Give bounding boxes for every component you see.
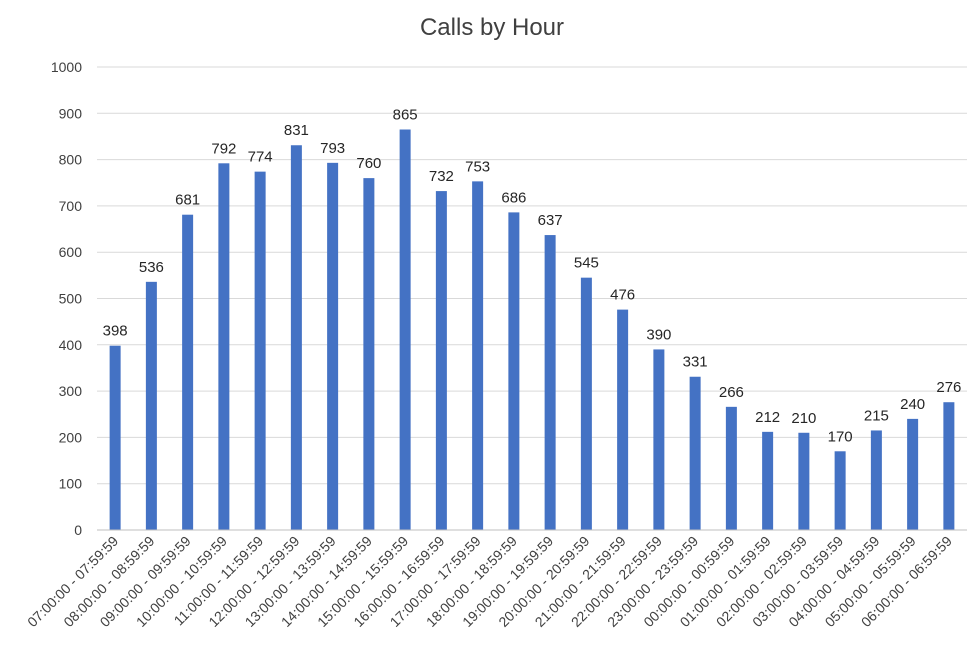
bar [544,235,556,530]
bars [109,129,955,531]
data-label: 545 [574,255,599,272]
data-label: 637 [538,212,563,229]
data-label: 760 [356,155,381,172]
data-label: 170 [828,428,853,445]
y-tick-label: 900 [59,105,83,121]
y-tick-label: 500 [59,291,83,307]
bar [435,191,447,531]
bar [762,431,774,530]
gridlines [97,66,967,485]
y-tick-label: 1000 [51,59,82,75]
bar [870,430,882,530]
data-label: 831 [284,122,309,139]
data-label: 276 [936,379,961,396]
bar [653,349,665,530]
data-label: 732 [429,168,454,185]
data-label: 266 [719,384,744,401]
bar [182,214,194,530]
y-tick-label: 800 [59,152,83,168]
data-label: 215 [864,407,889,424]
bar [218,163,230,530]
bar [907,418,919,530]
bar [145,281,157,530]
data-label: 240 [900,396,925,413]
data-label: 793 [320,140,345,157]
data-label: 536 [139,259,164,276]
bar [725,406,737,530]
bar [834,451,846,530]
y-axis-ticks: 0 100 200 300 400 500 600 700 800 900 1000 [51,59,82,538]
data-label: 774 [248,149,273,166]
bar [472,181,484,530]
y-tick-label: 200 [59,429,83,445]
bar [327,162,339,530]
y-tick-label: 300 [59,383,83,399]
data-label: 331 [683,354,708,371]
bar [363,178,375,530]
bar [617,309,629,530]
data-label: 476 [610,287,635,304]
chart-title: Calls by Hour [420,14,564,41]
bar [254,171,266,530]
bar [689,376,701,530]
bar [290,145,302,530]
data-label: 865 [393,107,418,124]
data-label: 792 [211,140,236,157]
y-tick-label: 400 [59,337,83,353]
y-tick-label: 100 [59,476,83,492]
data-label: 212 [755,409,780,426]
y-tick-label: 700 [59,198,83,214]
data-label: 686 [501,189,526,206]
bar [508,212,520,530]
data-label: 681 [175,192,200,209]
data-label: 398 [103,323,128,340]
y-tick-label: 0 [74,522,82,538]
data-labels: 398 536 681 792 774 831 793 760 865 732 753 686 637 5… [103,107,962,446]
bar [109,345,121,530]
data-label: 753 [465,158,490,175]
data-label: 390 [646,326,671,343]
bar [798,432,810,530]
bar [580,277,592,530]
y-tick-label: 600 [59,244,83,260]
bar [399,129,411,530]
bar [943,402,955,530]
data-label: 210 [791,410,816,427]
